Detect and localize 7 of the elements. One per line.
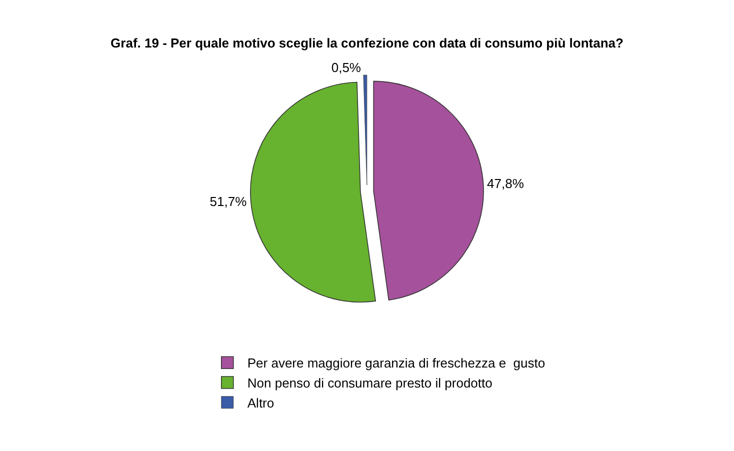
- legend-label: Per avere maggiore garanzia di freschezza e gusto: [247, 356, 546, 371]
- data-label: 0,5%: [331, 60, 362, 76]
- legend-label: Altro: [247, 395, 274, 410]
- data-label: 47,8%: [487, 176, 524, 192]
- chart-title: Graf. 19 - Per quale motivo sceglie la confezione con data di consumo più lontana?: [110, 35, 624, 50]
- data-label: 51,7%: [210, 194, 248, 210]
- legend-label: Non penso di consumare presto il prodotto: [247, 376, 492, 391]
